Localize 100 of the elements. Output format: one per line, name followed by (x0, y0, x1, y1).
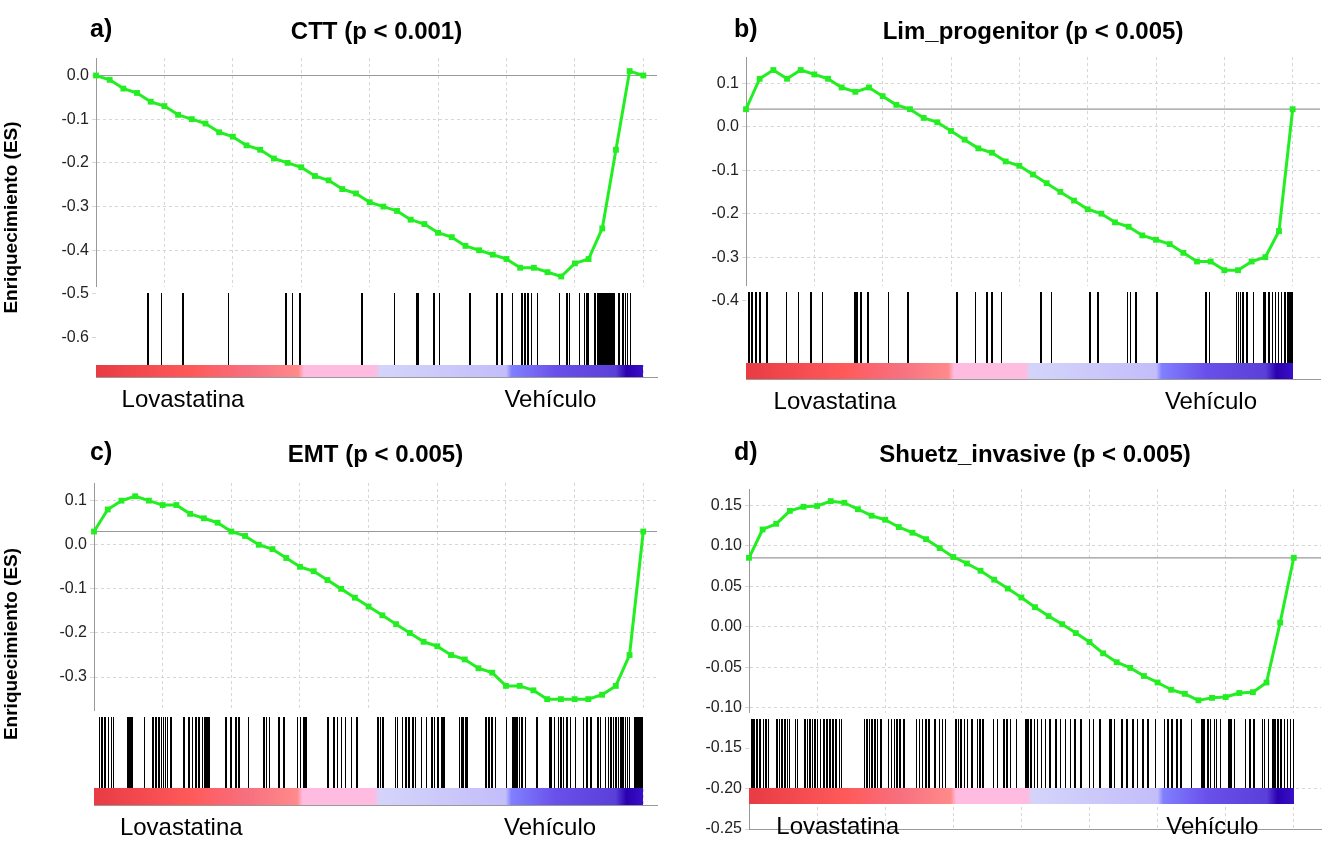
point (1195, 697, 1202, 704)
point (1098, 210, 1105, 217)
point (948, 128, 954, 134)
point (134, 90, 140, 96)
point (909, 529, 916, 536)
point (571, 260, 578, 267)
point (1168, 686, 1175, 693)
point (991, 576, 998, 583)
point (841, 499, 848, 506)
point (852, 88, 859, 95)
point (434, 643, 441, 650)
y-tick-label: -0.2 (711, 204, 740, 222)
point (1057, 188, 1064, 195)
point (1153, 236, 1159, 243)
point (1181, 690, 1188, 697)
point (907, 106, 913, 113)
point (934, 119, 941, 126)
point (866, 84, 872, 91)
point (503, 256, 510, 262)
y-tick-label: -0.6 (61, 328, 90, 346)
text: Lovastatina (773, 386, 897, 414)
point (120, 85, 127, 92)
point (1043, 180, 1050, 187)
point (1166, 241, 1173, 248)
y-axis-title: Enriquecimiento (ES) (0, 547, 21, 741)
point (1194, 258, 1200, 265)
point (229, 133, 236, 140)
point (1071, 197, 1077, 204)
point (1072, 630, 1079, 637)
point (325, 177, 332, 184)
point (743, 106, 749, 113)
y-tick-label: -0.25 (705, 819, 743, 837)
point (557, 696, 564, 703)
point (1290, 554, 1297, 561)
point (893, 101, 900, 108)
point (1127, 664, 1134, 671)
chart-title: Shuetz_invasive (p < 0.005) (879, 439, 1191, 467)
point (146, 497, 152, 504)
point (242, 533, 248, 539)
text: Lovastatina (119, 812, 244, 840)
point (950, 554, 957, 560)
point (394, 208, 400, 214)
point (1222, 694, 1229, 700)
point (989, 149, 995, 156)
point (1263, 679, 1270, 686)
annotation: Vehículo (1166, 811, 1259, 839)
point (353, 190, 359, 197)
point (626, 68, 633, 75)
point (530, 687, 537, 694)
point (270, 155, 277, 162)
point (147, 98, 154, 105)
point (1221, 267, 1228, 274)
point (351, 594, 358, 601)
y-tick-label: -0.3 (61, 196, 90, 214)
annotation: Lovastatina (776, 811, 900, 839)
point (393, 621, 400, 628)
point (1045, 613, 1052, 620)
point (797, 67, 804, 73)
y-tick-label: -0.3 (59, 667, 88, 685)
point (1276, 228, 1282, 234)
point (435, 229, 441, 236)
point (626, 652, 633, 658)
point (558, 273, 565, 280)
point (882, 516, 889, 523)
point (200, 515, 207, 522)
y-tick-label: 0.1 (64, 491, 88, 509)
text: b) (734, 13, 758, 42)
point (530, 264, 537, 271)
text: Vehículo (503, 812, 597, 840)
point (489, 669, 496, 676)
point (475, 665, 482, 672)
point (811, 71, 818, 78)
point (1248, 258, 1255, 265)
point (283, 555, 290, 561)
point (784, 75, 790, 82)
y-tick-label: 0.05 (710, 576, 743, 594)
point (923, 536, 929, 543)
point (104, 506, 111, 513)
point (312, 173, 318, 179)
point (118, 497, 125, 504)
y-tick-label: 0.0 (64, 535, 88, 553)
y-tick-label: 0.0 (66, 65, 90, 83)
point (773, 520, 780, 527)
text: Lovastatina (121, 384, 245, 412)
point (106, 76, 113, 83)
point (1084, 206, 1091, 213)
point (544, 269, 551, 276)
point (977, 567, 984, 574)
point (963, 560, 970, 567)
point (1002, 158, 1009, 165)
point (800, 503, 807, 510)
point (770, 67, 777, 73)
point (868, 512, 875, 519)
point (406, 630, 413, 636)
point (855, 506, 861, 513)
y-tick-label: -0.2 (59, 623, 88, 641)
point (448, 234, 455, 241)
point (324, 577, 331, 583)
point (407, 216, 414, 223)
point (585, 256, 592, 262)
